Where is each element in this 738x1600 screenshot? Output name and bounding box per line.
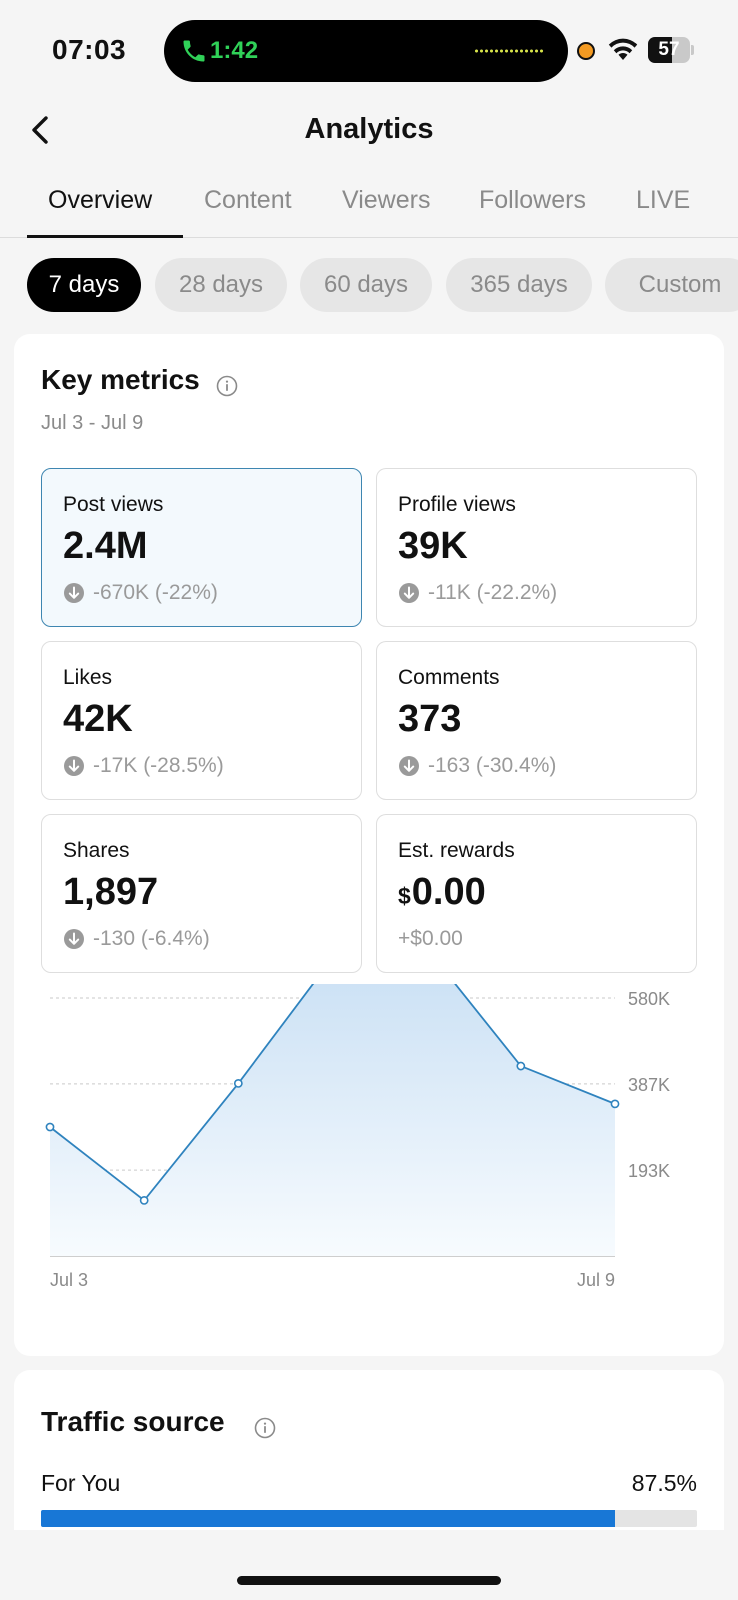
arrow-down-circle-icon <box>64 583 84 603</box>
area-fill <box>50 984 615 1256</box>
chip-365-days[interactable]: 365 days <box>446 258 592 312</box>
arrow-down-circle-icon <box>64 929 84 949</box>
metric-likes[interactable]: Likes 42K -17K (-28.5%) <box>41 641 362 800</box>
call-timer: 1:42 <box>210 37 259 64</box>
metric-delta: -17K (-28.5%) <box>63 754 224 778</box>
arrow-down-circle-icon <box>399 583 419 603</box>
header: Analytics <box>0 96 738 168</box>
metric-value: 1,897 <box>63 871 159 913</box>
tab-overview[interactable]: Overview <box>48 186 153 214</box>
date-range-selector: 7 days 28 days 60 days 365 days Custom <box>0 258 738 314</box>
data-point[interactable] <box>516 1061 526 1071</box>
chip-28-days[interactable]: 28 days <box>155 258 287 312</box>
tab-live[interactable]: LIVE <box>636 186 691 214</box>
phone-icon <box>183 40 205 62</box>
metric-delta-text: -670K (-22%) <box>93 581 218 604</box>
back-button[interactable] <box>20 108 64 152</box>
wifi-icon <box>608 38 638 60</box>
metric-shares[interactable]: Shares 1,897 -130 (-6.4%) <box>41 814 362 973</box>
metric-post-views[interactable]: Post views 2.4M -670K (-22%) <box>41 468 362 627</box>
metric-comments[interactable]: Comments 373 -163 (-30.4%) <box>376 641 697 800</box>
traffic-source-label: For You <box>41 1470 121 1496</box>
metric-est-rewards[interactable]: Est. rewards $0.00 +$0.00 <box>376 814 697 973</box>
metric-delta-text: -130 (-6.4%) <box>93 927 210 950</box>
dynamic-island[interactable]: 1:42 <box>164 20 568 82</box>
status-time: 07:03 <box>52 34 127 65</box>
metric-delta: -163 (-30.4%) <box>398 754 556 778</box>
currency-symbol: $ <box>398 883 411 909</box>
metric-delta: -130 (-6.4%) <box>63 927 210 951</box>
tab-bar: Overview Content Viewers Followers LIVE <box>0 176 738 238</box>
metric-value: 39K <box>398 525 468 567</box>
bottom-area <box>0 1530 738 1600</box>
chip-custom[interactable]: Custom <box>605 258 738 312</box>
audio-waveform <box>474 48 544 54</box>
data-point[interactable] <box>233 1079 243 1088</box>
metric-delta-text: -17K (-28.5%) <box>93 754 224 777</box>
data-point[interactable] <box>45 1122 55 1132</box>
metric-delta-text: -11K (-22.2%) <box>428 581 558 604</box>
y-tick-label: 193K <box>628 1161 670 1181</box>
metric-delta-text: +$0.00 <box>398 927 463 950</box>
arrow-down-circle-icon <box>64 756 84 776</box>
battery-icon: 57 <box>648 37 694 63</box>
y-tick-label: 580K <box>628 989 670 1009</box>
metric-label: Comments <box>398 666 500 689</box>
metric-label: Likes <box>63 666 113 689</box>
arrow-down-circle-icon <box>399 756 419 776</box>
traffic-source-bar-fill <box>41 1510 615 1527</box>
metric-delta: -670K (-22%) <box>63 581 218 605</box>
tab-viewers[interactable]: Viewers <box>342 186 431 214</box>
traffic-source-value: 87.5% <box>631 1470 697 1496</box>
page-title: Analytics <box>304 113 434 145</box>
metric-delta: -11K (-22.2%) <box>398 581 557 605</box>
chip-7-days[interactable]: 7 days <box>27 258 141 312</box>
metric-value: 42K <box>63 698 133 740</box>
home-indicator[interactable] <box>237 1576 501 1585</box>
info-icon[interactable] <box>254 1417 276 1439</box>
chip-60-days[interactable]: 60 days <box>300 258 432 312</box>
key-metrics-title: Key metrics <box>41 364 200 395</box>
key-metrics-card: Key metrics Jul 3 - Jul 9 Post views 2.4… <box>14 334 724 1356</box>
battery-level: 57 <box>658 39 680 60</box>
tab-followers[interactable]: Followers <box>479 186 586 214</box>
metric-value: 373 <box>398 698 462 740</box>
metric-profile-views[interactable]: Profile views 39K -11K (-22.2%) <box>376 468 697 627</box>
x-tick-label: Jul 3 <box>50 1270 88 1290</box>
y-tick-label: 387K <box>628 1075 670 1095</box>
date-range-label: Jul 3 - Jul 9 <box>41 412 144 434</box>
status-bar: 07:03 1:42 57 <box>0 0 738 96</box>
traffic-source-card: Traffic source For You 87.5% <box>14 1370 724 1530</box>
post-views-chart[interactable]: 193K 387K 580K Jul 3 Jul 9 <box>14 984 724 1304</box>
tab-content[interactable]: Content <box>204 186 292 214</box>
metric-delta-text: -163 (-30.4%) <box>428 754 557 777</box>
x-tick-label: Jul 9 <box>577 1270 615 1290</box>
metric-delta: +$0.00 <box>398 927 463 951</box>
data-point[interactable] <box>139 1195 149 1205</box>
metric-label: Post views <box>63 493 164 516</box>
traffic-source-bar <box>41 1510 697 1527</box>
metric-value-amount: 0.00 <box>411 871 486 913</box>
traffic-source-title: Traffic source <box>41 1406 225 1437</box>
recording-dot <box>577 42 595 60</box>
metric-label: Shares <box>63 839 130 862</box>
active-tab-indicator <box>27 235 183 238</box>
info-icon[interactable] <box>216 375 238 397</box>
data-point[interactable] <box>610 1099 620 1109</box>
metric-label: Profile views <box>398 493 516 516</box>
metric-label: Est. rewards <box>398 839 515 862</box>
metric-value: $0.00 <box>398 871 486 914</box>
metric-value: 2.4M <box>63 525 148 567</box>
